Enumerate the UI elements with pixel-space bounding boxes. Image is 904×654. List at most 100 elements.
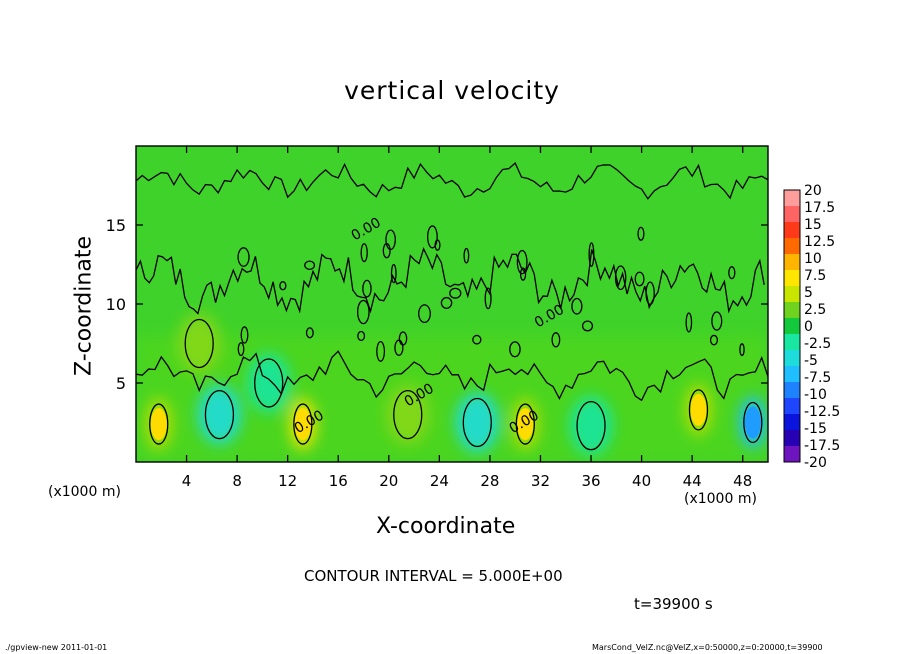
contour-cell	[711, 311, 723, 331]
contour-cell	[305, 327, 314, 339]
contour-cell	[728, 266, 736, 280]
feature-core-1	[294, 408, 311, 441]
x-unit-left: (x1000 m)	[48, 484, 121, 500]
colorbar-swatch	[784, 366, 800, 382]
contour-cell	[571, 297, 583, 315]
y-axis: 5 10 15	[106, 216, 768, 393]
contour-line-middle	[136, 247, 765, 315]
colorbar-swatch	[784, 190, 800, 206]
y-tick-label: 10	[106, 295, 126, 314]
feature-core-3	[690, 393, 707, 426]
contour-cell	[440, 296, 453, 309]
field-band	[136, 335, 768, 462]
contour-line-upper	[136, 162, 768, 200]
contour-loop-6	[743, 401, 763, 444]
colorbar-label: -10	[804, 387, 827, 403]
contour-loop-3	[688, 389, 709, 431]
contour-cell	[360, 243, 368, 263]
contour-cell	[463, 247, 470, 264]
footer-right: MarsCond_VelZ.nc@VelZ,x=0:50000,z=0:2000…	[592, 643, 823, 652]
colorbar-label: 5	[804, 285, 813, 301]
colorbar: 2017.51512.5107.552.50-2.5-5-7.5-10-12.5…	[783, 183, 840, 471]
contour-cell	[434, 239, 441, 251]
colorbar-swatch	[784, 398, 800, 414]
contour-cell	[357, 330, 366, 342]
contour-loop-7	[204, 389, 235, 440]
contour-cell	[237, 342, 245, 357]
downdraft-region-10	[246, 353, 291, 413]
contour-cell	[279, 281, 287, 291]
contour-loop-1	[293, 403, 313, 445]
y-tick-label: 15	[106, 216, 126, 235]
contour-cell	[509, 341, 521, 358]
downdraft-region-7	[197, 384, 242, 445]
colorbar-swatch	[784, 238, 800, 254]
contour-cell	[634, 271, 645, 287]
contour-cell	[519, 267, 527, 281]
contour-cell	[237, 247, 250, 267]
time-label: t=39900 s	[634, 595, 713, 613]
x-tick-label: 4	[182, 472, 192, 490]
contour-loop-5	[184, 318, 214, 369]
contour-loop-2	[515, 403, 535, 445]
feature-core-0	[150, 408, 167, 441]
feature-core-6	[744, 406, 761, 439]
colorbar-swatch	[784, 270, 800, 286]
x-tick-label: 24	[430, 472, 449, 490]
x-tick-label: 28	[480, 472, 499, 490]
colorbar-label: -15	[804, 421, 827, 437]
colorbar-swatch	[784, 414, 800, 430]
x-tick-label: 40	[632, 472, 651, 490]
y-tick-label: 5	[116, 374, 126, 393]
colorbar-swatch	[784, 222, 800, 238]
contour-cell	[709, 334, 719, 346]
contour-cell	[304, 260, 316, 271]
colorbar-label: -20	[804, 455, 827, 471]
downdraft-region-8	[455, 392, 500, 453]
contour-line-lower	[136, 350, 768, 402]
colorbar-label: 12.5	[804, 234, 835, 250]
colorbar-swatch	[784, 318, 800, 334]
contour-cell	[240, 326, 249, 344]
updraft-region-5	[177, 313, 222, 374]
contour-cell	[516, 249, 528, 275]
contour-loop-9	[576, 401, 606, 451]
colorbar-swatch	[784, 382, 800, 398]
x-tick-label: 32	[531, 472, 550, 490]
x-unit-right: (x1000 m)	[684, 491, 757, 507]
downdraft-region-9	[569, 395, 614, 456]
colorbar-label: 7.5	[804, 268, 826, 284]
x-tick-label: 16	[329, 472, 348, 490]
contour-cell	[390, 263, 397, 284]
x-tick-label: 12	[278, 472, 297, 490]
colorbar-label: -17.5	[804, 438, 840, 454]
colorbar-swatch	[784, 334, 800, 350]
colorbar-label: 15	[804, 217, 822, 233]
x-tick-label: 44	[683, 472, 702, 490]
contour-cell	[588, 242, 595, 267]
colorbar-label: -7.5	[804, 370, 831, 386]
contour-cell	[418, 304, 431, 324]
contour-loop-0	[149, 403, 169, 445]
contour-cell	[449, 287, 462, 299]
y-axis-label: Z-coordinate	[71, 236, 97, 376]
colorbar-label: -5	[804, 353, 818, 369]
colorbar-swatch	[784, 430, 800, 446]
colorbar-swatch	[784, 350, 800, 366]
contour-cell	[376, 340, 386, 362]
x-tick-label: 8	[232, 472, 242, 490]
feature-core-2	[517, 408, 534, 441]
x-tick-label: 36	[581, 472, 600, 490]
colorbar-label: 2.5	[804, 302, 826, 318]
chart-title: vertical velocity	[344, 76, 560, 105]
x-tick-label: 48	[733, 472, 752, 490]
contour-cell	[637, 226, 645, 241]
contour-cell	[427, 225, 438, 249]
x-axis: 4 8 12 16 20 24 28 32 36 40 44 48	[182, 146, 752, 490]
colorbar-swatch	[784, 446, 800, 462]
contour-cell	[581, 320, 594, 332]
colorbar-swatch	[784, 254, 800, 270]
contour-cell	[382, 242, 391, 259]
